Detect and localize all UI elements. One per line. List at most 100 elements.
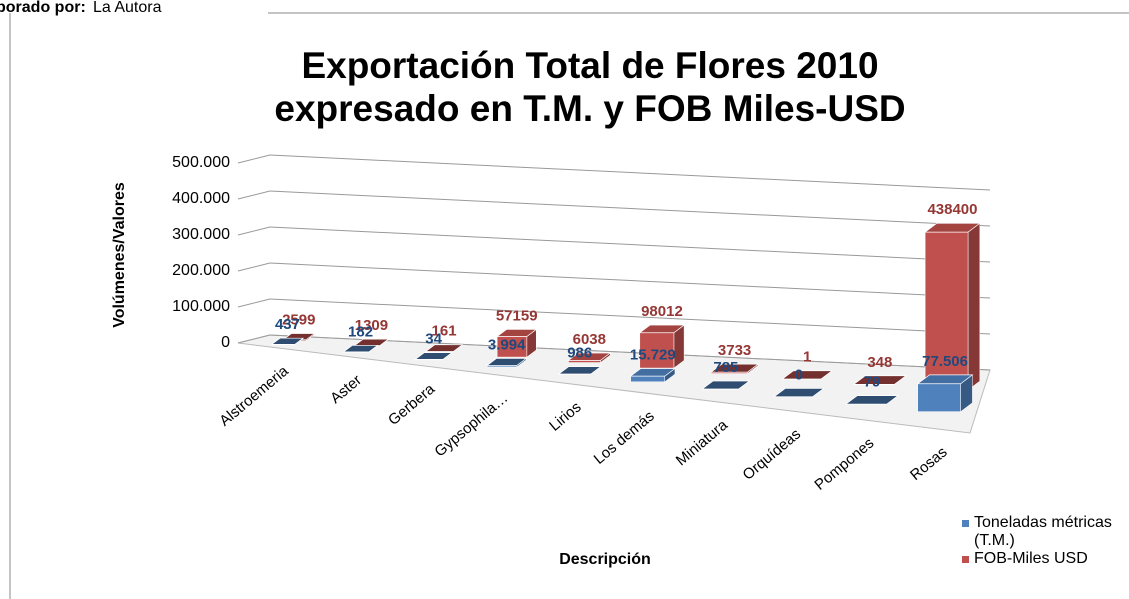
bar <box>844 395 900 405</box>
data-label: 79 <box>864 374 881 391</box>
grid-line <box>269 190 991 227</box>
data-label: 34 <box>425 331 442 348</box>
bar-top <box>781 370 834 380</box>
y-axis-label: Volúmenes/Valores <box>111 182 128 328</box>
grid-line <box>269 334 991 371</box>
bar <box>424 344 464 353</box>
bar-top <box>710 363 760 373</box>
bar-top <box>557 366 602 375</box>
legend-label: FOB-Miles USD <box>974 550 1088 567</box>
bar <box>629 367 677 383</box>
bar <box>270 337 305 346</box>
x-tick-label: Rosas <box>907 444 951 484</box>
y-tick-label: 100.000 <box>172 298 230 315</box>
bar-top <box>924 222 981 233</box>
data-label: 437 <box>275 316 300 333</box>
y-tick-label: 500.000 <box>172 154 230 171</box>
x-tick-label: Gerbera <box>385 380 439 429</box>
legend: Toneladas métricas (T.M.) FOB-Miles USD <box>962 514 1129 568</box>
chart-title: expresado en T.M. y FOB Miles-USD <box>274 88 905 129</box>
bar-top <box>852 375 907 385</box>
bar-top <box>414 352 453 360</box>
grid-line <box>269 298 991 335</box>
grid-line <box>237 190 271 200</box>
chart-title: Exportación Total de Flores 2010 <box>301 45 878 86</box>
bar <box>496 328 538 358</box>
credit-label: borado por: <box>0 0 86 16</box>
y-tick-label: 200.000 <box>172 262 230 279</box>
bar <box>852 375 907 386</box>
legend-item: FOB-Miles USD <box>962 550 1129 568</box>
bar <box>414 352 453 361</box>
bar-front <box>917 383 961 412</box>
bar <box>342 344 379 353</box>
data-label: 6038 <box>573 331 606 348</box>
bar-top <box>638 324 686 334</box>
x-tick-label: Los demás <box>591 408 658 468</box>
x-tick-label: Alstroemeria <box>216 362 292 430</box>
bar <box>916 374 974 413</box>
legend-swatch <box>962 556 969 563</box>
x-tick-label: Aster <box>327 372 365 408</box>
x-tick-label: Orquídeas <box>740 426 805 484</box>
bar-top <box>701 380 751 390</box>
bar-top <box>773 388 825 398</box>
grid-line <box>269 262 991 299</box>
grid-line <box>237 226 271 236</box>
data-label: 98012 <box>641 303 683 320</box>
x-tick-label: Gypsophila… <box>431 390 511 461</box>
grid-line <box>269 154 991 191</box>
data-label: 3733 <box>718 342 751 359</box>
data-label: 986 <box>567 345 592 362</box>
data-label: 2599 <box>282 312 315 329</box>
data-label: 161 <box>432 323 457 340</box>
bar <box>773 388 825 398</box>
x-tick-label: Pompones <box>811 435 877 494</box>
bar-front <box>630 375 666 383</box>
bar-top <box>916 374 974 385</box>
data-label: 785 <box>713 359 738 376</box>
grid-line <box>237 154 271 164</box>
grid-line <box>269 226 991 263</box>
legend-label: Toneladas métricas (T.M.) <box>974 514 1112 549</box>
bar-front <box>639 332 675 369</box>
data-label: 1 <box>803 349 811 366</box>
bar-top <box>567 352 612 361</box>
bar <box>710 363 760 374</box>
data-label: 15.729 <box>630 346 676 363</box>
bar-top <box>844 395 900 405</box>
bar-front <box>924 231 969 391</box>
bar <box>781 370 834 380</box>
bar-top <box>270 337 305 345</box>
y-tick-label: 0 <box>221 334 230 351</box>
grid-line <box>237 334 271 344</box>
data-label: 0 <box>795 366 803 383</box>
y-tick-label: 300.000 <box>172 226 230 243</box>
legend-item: Toneladas métricas (T.M.) <box>962 514 1129 550</box>
grid-line <box>237 262 271 272</box>
data-label: 182 <box>348 323 373 340</box>
bar <box>567 352 612 364</box>
bar-top <box>424 344 464 352</box>
bar <box>701 380 751 390</box>
bar <box>486 357 528 368</box>
bar <box>638 324 686 369</box>
data-label: 3.994 <box>488 336 526 353</box>
bar-side <box>967 222 981 391</box>
grid-line <box>237 298 271 308</box>
data-label: 438400 <box>927 201 977 218</box>
bar-top <box>342 345 379 353</box>
bar <box>557 366 602 375</box>
y-tick-label: 400.000 <box>172 190 230 207</box>
data-label: 57159 <box>496 307 538 324</box>
bar <box>924 222 981 391</box>
legend-swatch <box>962 520 969 527</box>
x-axis-label: Descripción <box>559 551 651 568</box>
bar-top <box>486 358 528 366</box>
bar-top <box>629 368 677 377</box>
x-tick-label: Miniatura <box>673 416 732 469</box>
bar-top <box>496 329 538 337</box>
data-label: 348 <box>867 354 892 371</box>
